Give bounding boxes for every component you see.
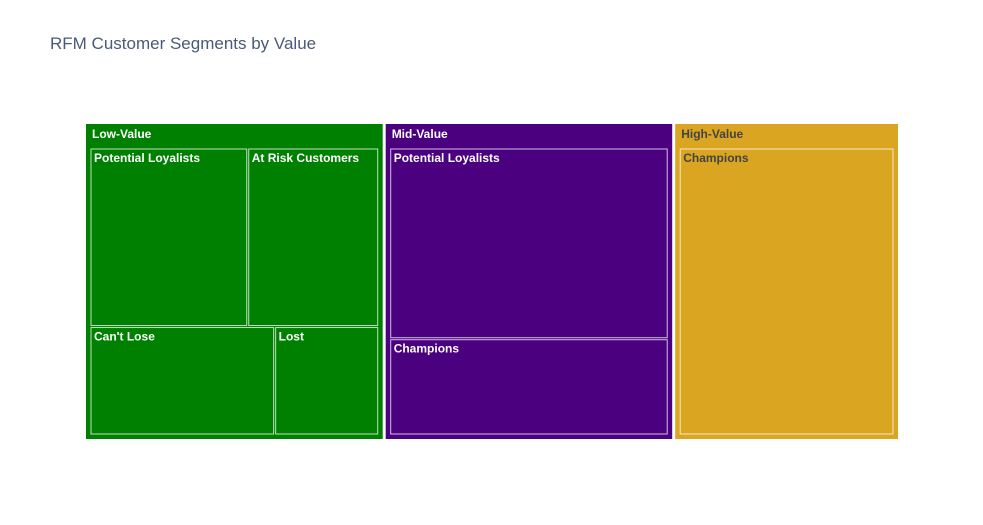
cell-label-mid-value-potential-loyalists: Potential Loyalists xyxy=(394,151,500,165)
cell-low-value-lost[interactable] xyxy=(275,327,379,435)
group-label-high-value: High-Value xyxy=(681,127,743,141)
cell-high-value-champions[interactable] xyxy=(679,148,894,435)
cell-mid-value-potential-loyalists[interactable] xyxy=(390,148,668,339)
cell-low-value-can-t-lose[interactable] xyxy=(90,327,275,435)
cell-label-low-value-at-risk-customers: At Risk Customers xyxy=(252,151,360,165)
cell-label-high-value-champions: Champions xyxy=(683,151,749,165)
cell-label-mid-value-champions: Champions xyxy=(394,342,460,356)
cell-low-value-at-risk-customers[interactable] xyxy=(248,148,379,327)
group-label-mid-value: Mid-Value xyxy=(392,127,448,141)
cell-label-low-value-lost: Lost xyxy=(279,330,304,344)
cell-label-low-value-potential-loyalists: Potential Loyalists xyxy=(94,151,200,165)
chart-title: RFM Customer Segments by Value xyxy=(50,34,317,53)
cell-low-value-potential-loyalists[interactable] xyxy=(90,148,248,327)
group-label-low-value: Low-Value xyxy=(92,127,152,141)
cell-label-low-value-can-t-lose: Can't Lose xyxy=(94,330,155,344)
cell-mid-value-champions[interactable] xyxy=(390,339,668,435)
